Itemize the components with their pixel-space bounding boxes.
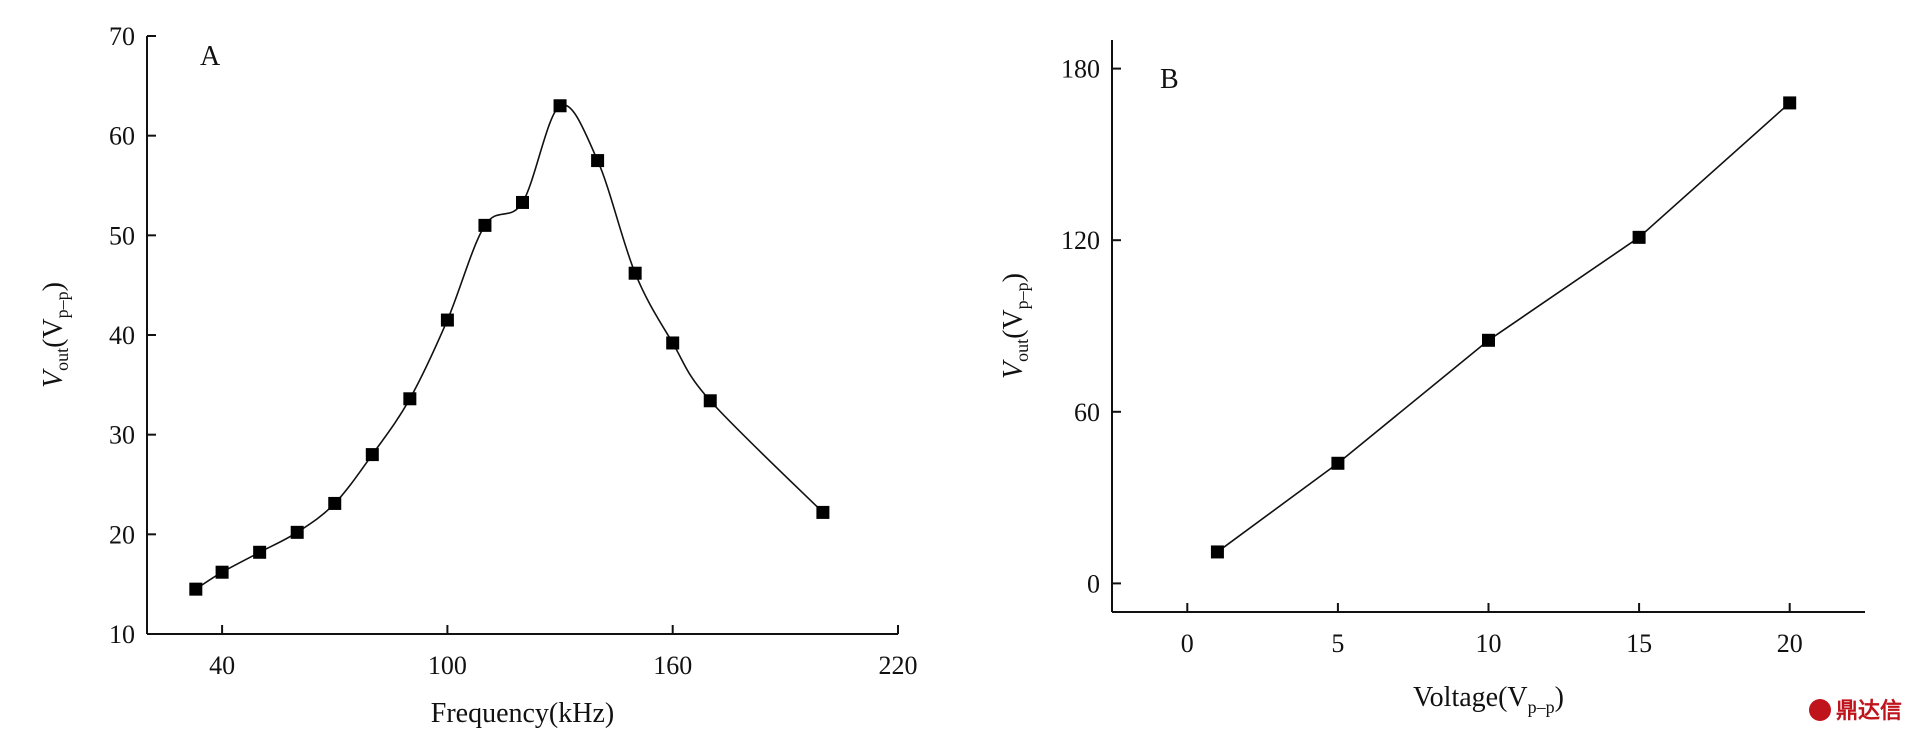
watermark: 鼎达信	[1809, 698, 1902, 724]
x-axis-label: Voltage(Vp–p)	[1413, 682, 1564, 717]
y-tick-label: 120	[1061, 226, 1100, 255]
chart-b: 0 60 120 180 0 5 10 15 20 B Vout(Vp–p) Voltage(Vp–p…	[998, 40, 1865, 717]
x-tick-label: 5	[1331, 629, 1344, 658]
data-point	[591, 154, 605, 168]
x-tick-label: 100	[428, 651, 467, 680]
y-tick-label: 0	[1087, 569, 1100, 598]
x-tick-label: 220	[879, 651, 918, 680]
y-tick-label: 180	[1061, 55, 1100, 84]
dingdaxin-logo-icon	[1809, 699, 1831, 721]
y-tick-label: 60	[1074, 398, 1100, 427]
data-point	[1331, 456, 1345, 470]
data-point	[516, 195, 529, 209]
series-line	[195, 104, 824, 590]
data-point	[328, 496, 342, 510]
data-point	[1783, 96, 1797, 110]
x-tick-label: 10	[1476, 629, 1502, 658]
x-tick-label: 20	[1777, 629, 1803, 658]
watermark-text: 鼎达信	[1836, 698, 1902, 724]
x-tick-label: 15	[1626, 629, 1652, 658]
data-point	[440, 313, 454, 327]
data-point	[403, 392, 417, 406]
x-tick-label: 40	[209, 651, 235, 680]
data-point	[628, 266, 642, 280]
y-tick-label: 50	[109, 221, 135, 250]
data-point	[1482, 333, 1495, 347]
y-tick-label: 70	[109, 22, 135, 51]
panel-label: A	[200, 41, 221, 72]
data-point	[478, 218, 492, 232]
y-axis-label: Vout(Vp–p)	[998, 273, 1032, 379]
chart-a: 10 20 30 40 50 60 70 40 100 160 220 A Vout(Vp–p) Freq…	[38, 22, 918, 729]
series-line	[1216, 102, 1791, 553]
y-tick-label: 20	[109, 520, 135, 549]
y-tick-label: 30	[109, 421, 135, 450]
y-tick-label: 10	[109, 620, 135, 649]
data-point	[253, 545, 267, 559]
data-point	[290, 525, 304, 539]
data-point	[215, 565, 229, 579]
data-point	[1632, 230, 1646, 244]
x-tick-label: 160	[653, 651, 692, 680]
x-axis-label: Frequency(kHz)	[431, 698, 614, 729]
data-point	[816, 505, 830, 519]
data-point	[189, 582, 203, 596]
data-point	[1210, 545, 1224, 559]
data-point	[365, 448, 379, 462]
panel-label: B	[1160, 64, 1179, 95]
data-point	[666, 336, 680, 350]
data-point	[553, 99, 567, 113]
y-tick-label: 60	[109, 122, 135, 151]
y-axis-label: Vout(Vp–p)	[38, 282, 72, 388]
data-point	[703, 394, 717, 408]
x-tick-label: 0	[1181, 629, 1194, 658]
y-tick-label: 40	[109, 321, 135, 350]
